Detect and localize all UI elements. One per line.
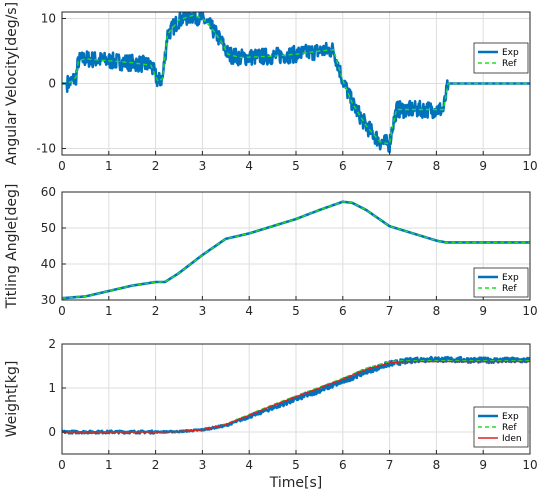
x-tick-label: 7	[386, 159, 394, 173]
y-tick-label: 60	[41, 185, 56, 199]
legend-label-ref: Ref	[502, 423, 517, 433]
legend-box	[473, 267, 529, 298]
x-tick-label: 0	[58, 458, 66, 472]
x-tick-label: 0	[58, 159, 66, 173]
y-tick-label: 1	[48, 381, 56, 395]
y-tick-label: 0	[48, 77, 56, 91]
x-tick-label: 8	[433, 304, 441, 318]
x-tick-label: 6	[339, 458, 347, 472]
x-tick-label: 1	[105, 159, 113, 173]
x-tick-label: 2	[152, 304, 160, 318]
x-tick-label: 5	[292, 159, 300, 173]
legend-box	[473, 406, 529, 448]
legend-label-ref: Ref	[502, 284, 517, 294]
x-tick-label: 3	[199, 458, 207, 472]
legend-label-exp: Exp	[502, 48, 519, 58]
legend-label-ref: Ref	[502, 59, 517, 69]
x-tick-label: 7	[386, 304, 394, 318]
x-tick-label: 0	[58, 304, 66, 318]
legend-label-exp: Exp	[502, 273, 519, 283]
series-line-ref	[62, 200, 530, 299]
x-tick-label: 8	[433, 159, 441, 173]
x-tick-label: 9	[479, 304, 487, 318]
y-tick-label: 30	[41, 293, 56, 307]
x-tick-label: 6	[339, 304, 347, 318]
x-tick-label: 2	[152, 159, 160, 173]
x-tick-label: 6	[339, 159, 347, 173]
y-tick-label: -10	[36, 142, 56, 156]
legend-label-exp: Exp	[502, 412, 519, 422]
x-tick-label: 9	[479, 458, 487, 472]
x-tick-label: 1	[105, 304, 113, 318]
y-tick-label: 2	[48, 337, 56, 351]
x-tick-label: 4	[245, 304, 253, 318]
x-tick-label: 1	[105, 458, 113, 472]
x-tick-label: 5	[292, 458, 300, 472]
y-tick-label: 50	[41, 221, 56, 235]
y-axis-label: Weight[kg]	[4, 361, 20, 438]
x-tick-label: 7	[386, 458, 394, 472]
x-tick-label: 10	[522, 458, 537, 472]
x-tick-label: 10	[522, 159, 537, 173]
y-tick-label: 40	[41, 257, 56, 271]
y-axis-label: Angular Velocity[deg/s]	[4, 2, 20, 165]
legend-box	[473, 42, 529, 74]
series-line-exp	[62, 12, 530, 154]
y-tick-label: 0	[48, 425, 56, 439]
y-axis-label: Titling Angle[deg]	[4, 184, 20, 310]
x-tick-label: 2	[152, 458, 160, 472]
x-tick-label: 4	[245, 159, 253, 173]
x-tick-label: 3	[199, 159, 207, 173]
x-tick-label: 5	[292, 304, 300, 318]
x-tick-label: 10	[522, 304, 537, 318]
series-line-ref	[62, 14, 530, 145]
x-axis-label: Time[s]	[269, 475, 322, 491]
x-tick-label: 3	[199, 304, 207, 318]
chart-panel-3: 0 1 2 3 4 5 6 7 8 9 10210Weight[kg]Time[s]ExpRefId…	[4, 337, 538, 491]
x-tick-label: 8	[433, 458, 441, 472]
chart-panel-2: 0 1 2 3 4 5 6 7 8 9 10 60 50 40 30 Titling Angle[deg] Ex…	[4, 184, 538, 318]
series-line-iden	[62, 360, 530, 433]
y-tick-label: 10	[41, 12, 56, 26]
x-tick-label: 9	[479, 159, 487, 173]
legend-label-iden: Iden	[502, 434, 522, 444]
x-tick-label: 4	[245, 458, 253, 472]
